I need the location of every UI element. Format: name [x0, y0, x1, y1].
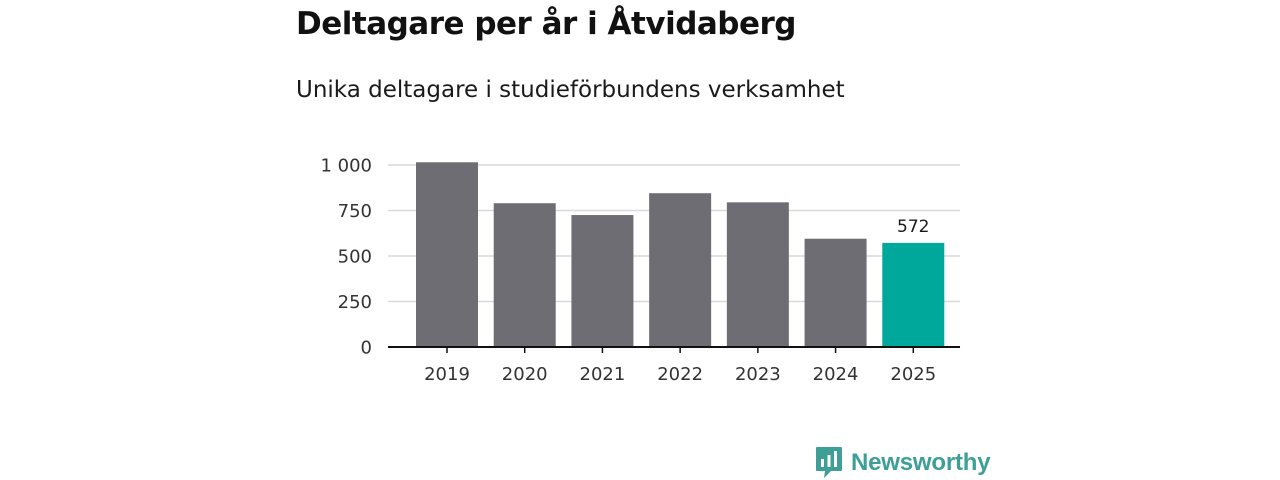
bar-2024 — [804, 238, 867, 347]
y-axis-ticks: 0 250 500 750 1 000 — [320, 156, 372, 359]
newsworthy-bar-chart-icon — [816, 447, 842, 478]
y-tick-label: 1 000 — [320, 156, 372, 177]
x-tick-label: 2020 — [502, 364, 548, 385]
x-tick-label: 2021 — [580, 364, 626, 385]
bar-2021 — [571, 215, 634, 347]
chart-subtitle: Unika deltagare i studieförbundens verks… — [296, 77, 845, 103]
y-tick-label: 250 — [338, 292, 372, 313]
bars — [416, 162, 945, 347]
x-axis-ticks: 2019 2020 2021 2022 2023 2024 2025 — [424, 347, 936, 385]
bar-2023 — [726, 202, 789, 347]
brand-name: Newsworthy — [851, 448, 991, 476]
data-label: 572 — [897, 217, 929, 237]
y-tick-label: 0 — [361, 338, 372, 359]
bar-2020 — [493, 203, 556, 347]
x-tick-label: 2023 — [735, 364, 781, 385]
bar-2019 — [416, 162, 478, 347]
data-labels: 572 — [897, 217, 929, 237]
y-tick-label: 500 — [338, 247, 372, 268]
y-tick-label: 750 — [338, 201, 372, 222]
x-tick-label: 2022 — [657, 364, 703, 385]
x-tick-label: 2024 — [813, 364, 859, 385]
x-tick-label: 2025 — [890, 364, 936, 385]
bar-2022 — [649, 193, 712, 347]
x-tick-label: 2019 — [424, 364, 470, 385]
bar-2025 — [882, 242, 945, 347]
newsworthy-logo: Newsworthy — [815, 446, 991, 479]
chart-title: Deltagare per år i Åtvidaberg — [296, 6, 797, 42]
